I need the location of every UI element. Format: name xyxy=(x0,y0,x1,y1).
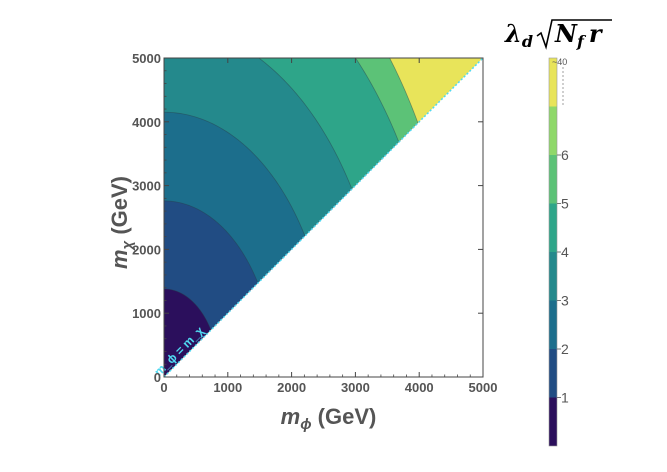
plot-area: m_ϕ = m_χ xyxy=(151,57,484,379)
y-axis-title: mχ (GeV) xyxy=(107,176,136,269)
x-tick-label: 3000 xyxy=(341,380,370,395)
y-tick-label: 0 xyxy=(154,370,161,385)
colorbar-top-label: ~40 xyxy=(552,57,567,67)
colorbar-tick-label: 4 xyxy=(561,244,569,260)
diagonal-line xyxy=(163,57,484,378)
colorbar-title: λd Nf r xyxy=(504,19,612,51)
colorbar-segment-1 xyxy=(549,349,557,398)
x-tick-label: 0 xyxy=(160,380,167,395)
svg-text:Nfr: Nf r xyxy=(554,19,604,51)
colorbar-tick-label: 2 xyxy=(561,341,569,357)
x-tick-label: 2000 xyxy=(277,380,306,395)
colorbar-tick-label: 3 xyxy=(561,293,569,309)
x-tick-label: 1000 xyxy=(213,380,242,395)
colorbar-segment-0 xyxy=(549,397,557,446)
x-tick-label: 5000 xyxy=(469,380,498,395)
colorbar-segment-5 xyxy=(549,155,557,204)
colorbar-tick-label: 6 xyxy=(561,147,569,163)
colorbar-segment-7 xyxy=(549,58,557,107)
colorbar-segment-6 xyxy=(549,106,557,155)
colorbar: 1 2 3 4 5 6 ~40 λd Nf r xyxy=(504,19,612,447)
colorbar-segment-2 xyxy=(549,300,557,349)
svg-text:λd: λd xyxy=(504,19,533,51)
colorbar-tick-label: 5 xyxy=(561,196,569,212)
y-tick-label: 2000 xyxy=(132,242,161,257)
colorbar-segment-4 xyxy=(549,203,557,252)
contour-layers xyxy=(164,58,483,377)
axes: 0 1000 2000 3000 4000 5000 0 1000 2000 3000 4000 50… xyxy=(107,51,497,433)
y-tick-label: 4000 xyxy=(132,115,161,130)
colorbar-tick-label: 1 xyxy=(561,390,569,406)
contour-region-1 xyxy=(164,288,212,377)
x-axis-title: mϕ (GeV) xyxy=(281,404,377,433)
x-tick-label: 4000 xyxy=(405,380,434,395)
y-tick-label: 3000 xyxy=(132,179,161,194)
colorbar-segment-3 xyxy=(549,252,557,301)
y-tick-label: 5000 xyxy=(132,51,161,66)
y-tick-label: 1000 xyxy=(132,306,161,321)
plot-frame xyxy=(163,57,484,378)
